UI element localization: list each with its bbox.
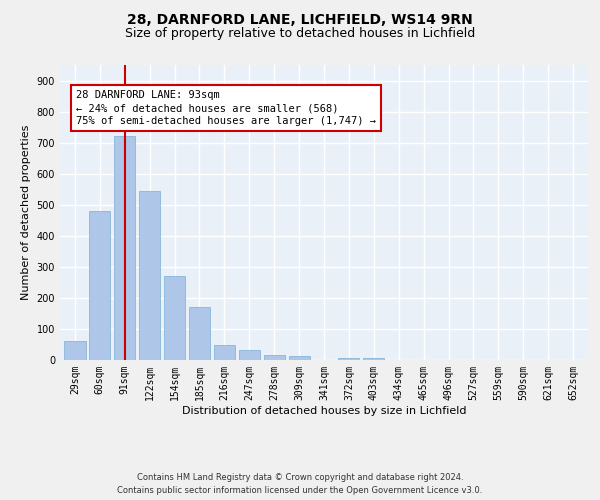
Bar bbox=[89, 211, 110, 360]
Bar bbox=[64, 340, 86, 360]
Bar bbox=[189, 307, 210, 360]
Bar bbox=[164, 276, 185, 360]
Bar bbox=[363, 358, 385, 360]
Bar bbox=[139, 192, 160, 360]
X-axis label: Distribution of detached houses by size in Lichfield: Distribution of detached houses by size … bbox=[182, 406, 466, 415]
Text: 28, DARNFORD LANE, LICHFIELD, WS14 9RN: 28, DARNFORD LANE, LICHFIELD, WS14 9RN bbox=[127, 12, 473, 26]
Bar bbox=[289, 356, 310, 360]
Y-axis label: Number of detached properties: Number of detached properties bbox=[21, 125, 31, 300]
Text: 28 DARNFORD LANE: 93sqm
← 24% of detached houses are smaller (568)
75% of semi-d: 28 DARNFORD LANE: 93sqm ← 24% of detache… bbox=[76, 90, 376, 126]
Bar bbox=[114, 136, 136, 360]
Bar bbox=[239, 350, 260, 360]
Bar bbox=[263, 354, 285, 360]
Text: Contains HM Land Registry data © Crown copyright and database right 2024.
Contai: Contains HM Land Registry data © Crown c… bbox=[118, 474, 482, 495]
Text: Size of property relative to detached houses in Lichfield: Size of property relative to detached ho… bbox=[125, 28, 475, 40]
Bar bbox=[338, 358, 359, 360]
Bar bbox=[214, 346, 235, 360]
